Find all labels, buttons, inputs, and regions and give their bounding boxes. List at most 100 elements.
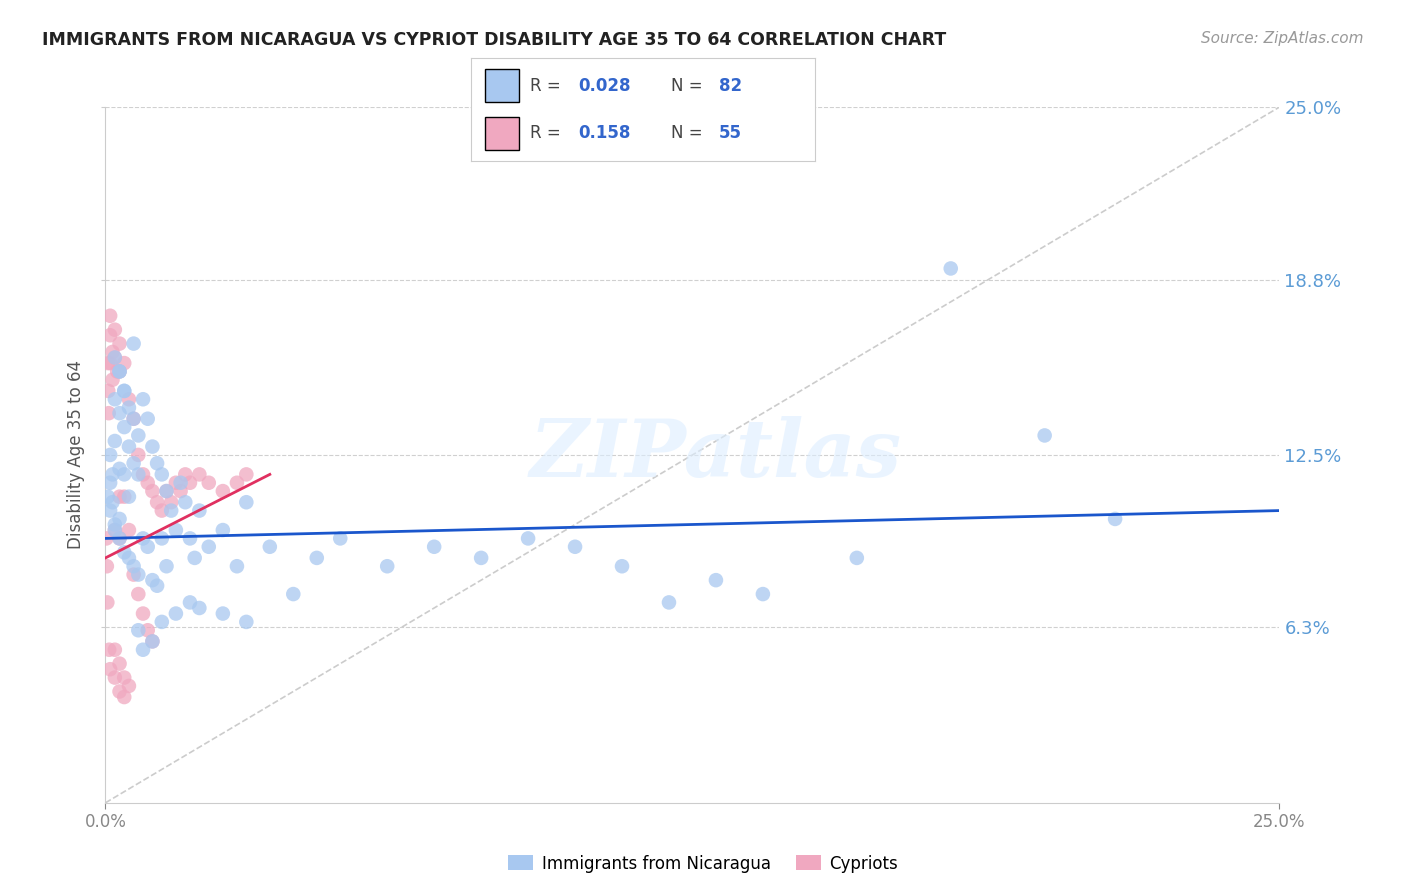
Point [122,336,145,351]
Point [108,657,131,671]
Point [132,467,155,482]
Point [146,456,169,470]
Point [118,401,141,415]
Point [112,384,135,398]
Point [939,261,962,276]
Point [211,607,233,621]
Point [108,364,131,378]
Point [108,532,131,546]
Point [97,384,120,398]
Point [98,475,121,490]
Text: 82: 82 [718,77,742,95]
Point [98,642,121,657]
Point [146,579,169,593]
Point [704,573,727,587]
Point [118,490,141,504]
Point [235,467,257,482]
Point [235,615,257,629]
Point [108,490,131,504]
Point [112,490,135,504]
Point [118,679,141,693]
Point [127,587,149,601]
Point [179,595,201,609]
Point [845,550,868,565]
Point [108,684,131,698]
Point [98,328,121,343]
Point [104,642,127,657]
Text: 0.028: 0.028 [578,77,630,95]
Point [127,448,149,462]
Point [127,428,149,442]
Point [174,467,197,482]
Point [118,440,141,454]
Point [160,495,183,509]
Point [127,624,149,638]
Point [118,523,141,537]
Point [108,336,131,351]
Point [112,420,135,434]
Point [122,567,145,582]
Point [423,540,446,554]
Text: ZIPatlas: ZIPatlas [530,417,903,493]
Point [226,559,249,574]
Point [150,615,173,629]
Point [105,364,128,378]
Point [141,440,163,454]
Point [104,523,127,537]
Point [101,467,124,482]
Point [150,467,173,482]
Point [165,607,187,621]
Point [658,595,681,609]
Point [127,467,149,482]
Point [108,462,131,476]
Point [108,364,131,378]
Legend: Immigrants from Nicaragua, Cypriots: Immigrants from Nicaragua, Cypriots [502,848,904,880]
Text: R =: R = [530,77,565,95]
Point [108,512,131,526]
Point [104,323,127,337]
Point [132,607,155,621]
Point [118,392,141,407]
Point [97,356,120,370]
Point [127,567,149,582]
Point [112,384,135,398]
Point [132,642,155,657]
Point [104,351,127,365]
Point [96,595,118,609]
Point [112,467,135,482]
FancyBboxPatch shape [485,118,519,150]
Point [132,532,155,546]
Point [155,484,177,499]
Point [188,503,211,517]
Point [101,495,124,509]
Point [98,356,121,370]
Point [155,559,177,574]
Point [122,559,145,574]
Point [305,550,328,565]
Point [165,523,187,537]
Point [112,671,135,685]
Point [211,523,233,537]
Point [211,484,233,499]
Point [136,540,159,554]
Point [183,550,205,565]
Text: 0.158: 0.158 [578,124,630,142]
Point [169,484,191,499]
Point [329,532,352,546]
Point [108,406,131,420]
Point [197,475,219,490]
Point [104,392,127,407]
Point [610,559,633,574]
Point [122,411,145,425]
Point [169,475,191,490]
Point [108,532,131,546]
Point [375,559,398,574]
Point [136,624,159,638]
Point [98,662,121,676]
Point [188,467,211,482]
Point [108,364,131,378]
Point [259,540,281,554]
Point [235,495,257,509]
Text: 55: 55 [718,124,742,142]
Point [104,671,127,685]
